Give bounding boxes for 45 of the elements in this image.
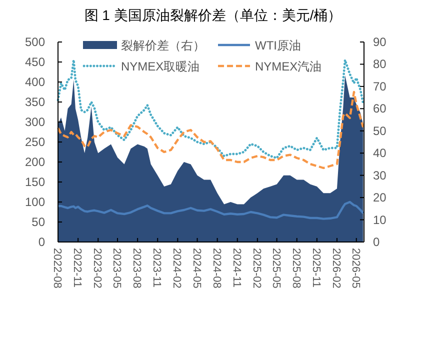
x-tick-label: 2026-02 [330,248,342,288]
line-series [56,58,364,160]
y-tick-label: 150 [24,175,46,189]
line-series [56,200,364,220]
y2-tick-label: 30 [373,168,387,182]
y-tick-label: 200 [24,155,46,169]
y-tick-label: 100 [24,195,46,209]
y2-tick-label: 60 [373,102,387,116]
y2-tick-label: 90 [373,35,387,49]
chart-title: 图 1 美国原油裂解价差（单位：美元/桶） [84,7,342,23]
y2-tick-label: 40 [373,146,387,160]
x-tick-label: 2024-11 [230,248,242,288]
y-tick-label: 50 [32,215,46,229]
y-tick-label: 250 [24,135,46,149]
x-tick-label: 2023-05 [110,248,122,288]
y-tick-label: 500 [24,35,46,49]
x-tick-label: 2022-08 [51,248,63,288]
y-tick-label: 450 [24,55,46,69]
x-tick-label: 2025-05 [270,248,282,288]
x-tick-label: 2022-11 [71,248,84,288]
x-tick-label: 2023-08 [130,248,143,288]
y2-tick-label: 80 [373,57,387,72]
y2-tick-label: 50 [373,124,387,138]
line-series [56,90,364,170]
x-tick-label: 2025-11 [310,248,322,288]
y-tick-label: 350 [24,95,46,109]
x-tick-label: 2024-08 [210,248,222,288]
y-tick-label: 0 [38,235,46,249]
legend-label: WTI原油 [255,38,301,52]
legend-label: 裂解价差（右） [121,38,205,52]
y-tick-label: 300 [24,115,46,129]
x-tick-label: 2023-02 [91,248,104,288]
x-tick-label: 2024-05 [190,248,202,288]
x-tick-label: 2026-05 [349,248,362,288]
y2-tick-label: 70 [373,79,387,94]
x-tick-label: 2025-08 [290,248,302,288]
x-tick-label: 2025-02 [250,248,262,288]
y2-tick-label: 20 [373,190,387,205]
x-tick-label: 2023-11 [150,248,163,288]
y-tick-label: 400 [24,75,46,89]
y2-tick-label: 0 [373,235,380,249]
legend-label: NYMEX取暖油 [121,60,200,74]
x-tick-label: 2024-02 [170,248,183,288]
y2-tick-label: 10 [373,212,387,227]
legend-label: NYMEX汽油 [255,60,322,74]
